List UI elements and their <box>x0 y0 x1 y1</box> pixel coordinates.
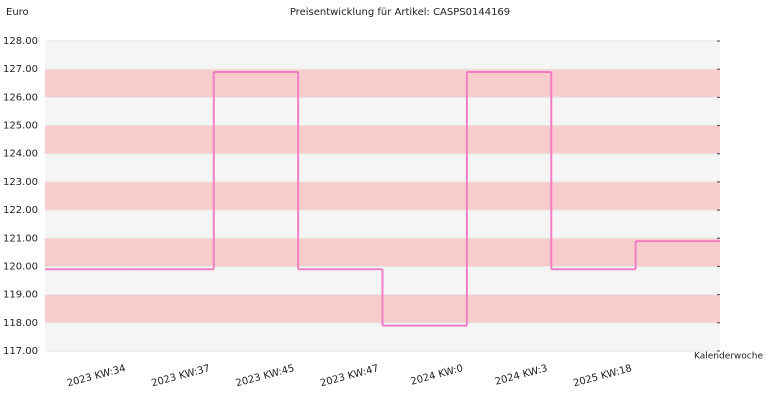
chart-title: Preisentwicklung für Artikel: CASPS01441… <box>290 7 510 18</box>
y-tick-label: 119.00 <box>3 290 38 301</box>
y-tick-label: 122.00 <box>3 205 38 216</box>
x-tick-label: 2024 KW:3 <box>494 363 549 388</box>
y-tick-label: 124.00 <box>3 149 38 160</box>
y-axis-label: Euro <box>6 7 29 18</box>
grid-band <box>45 69 720 98</box>
grid-band <box>45 125 720 154</box>
x-tick-label: 2025 KW:18 <box>572 363 633 389</box>
x-axis-label: Kalenderwoche <box>694 352 763 362</box>
y-tick-label: 126.00 <box>3 92 38 103</box>
x-tick-label: 2023 KW:47 <box>319 363 380 389</box>
y-tick-label: 125.00 <box>3 121 38 132</box>
y-tick-label: 121.00 <box>3 233 38 244</box>
x-tick-label: 2023 KW:37 <box>150 363 211 389</box>
y-tick-label: 118.00 <box>3 318 38 329</box>
x-tick-label: 2024 KW:0 <box>410 363 465 388</box>
y-tick-label: 127.00 <box>3 64 38 75</box>
x-tick-label: 2023 KW:34 <box>66 363 127 389</box>
y-tick-label: 117.00 <box>3 346 38 357</box>
grid-band <box>45 238 720 267</box>
y-tick-label: 123.00 <box>3 177 38 188</box>
x-tick-label: 2023 KW:45 <box>235 363 296 389</box>
grid-band <box>45 181 720 211</box>
y-tick-label: 120.00 <box>3 261 38 272</box>
y-tick-label: 128.00 <box>3 36 38 47</box>
